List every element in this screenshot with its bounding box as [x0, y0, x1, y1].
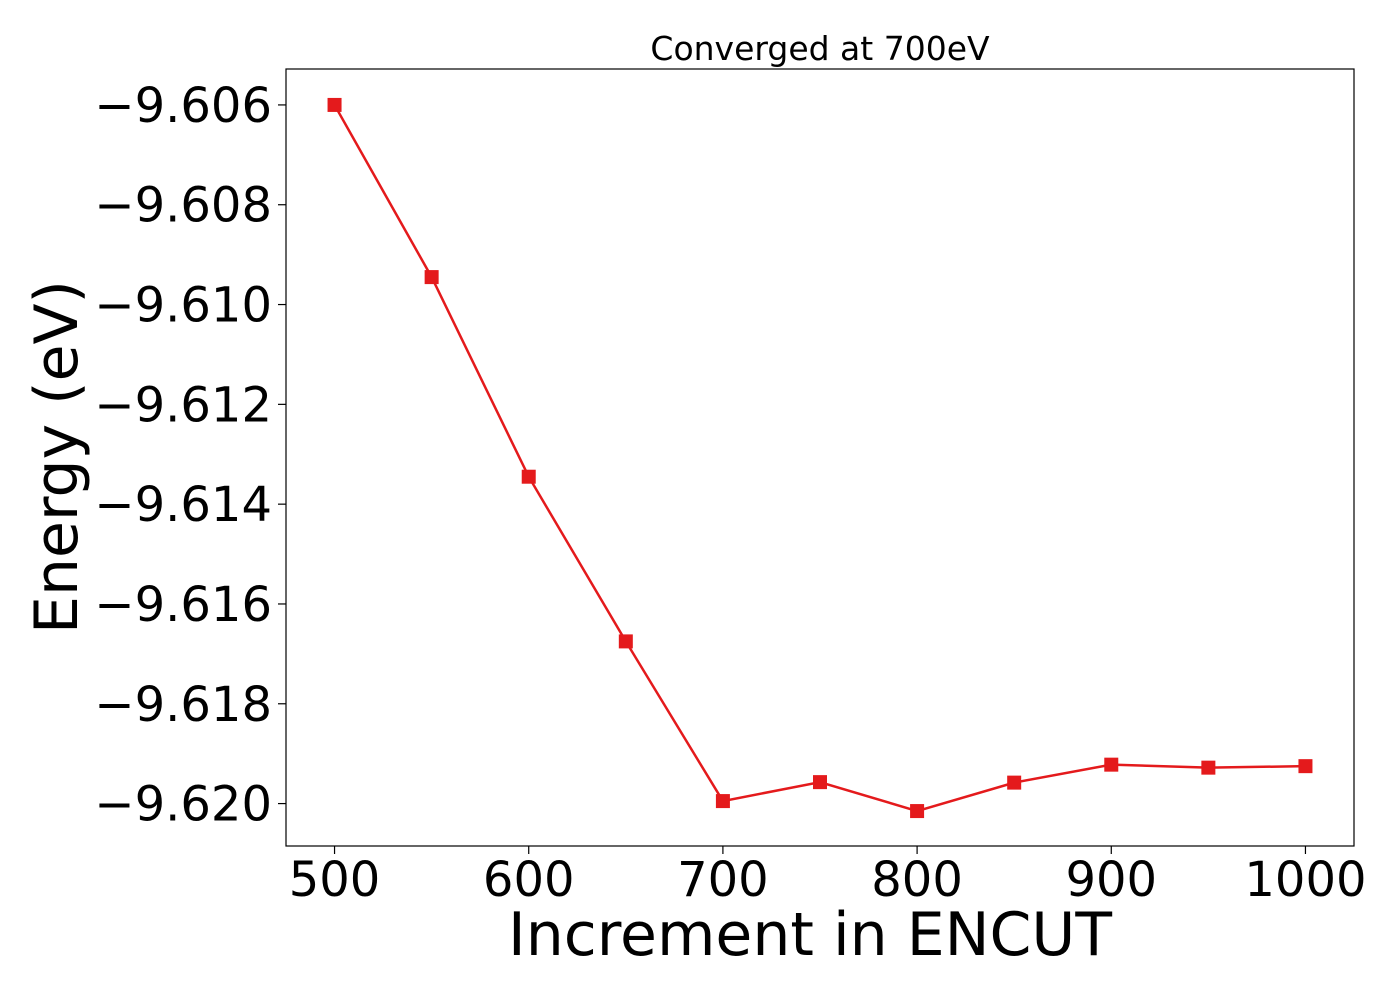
chart-title: Converged at 700eV	[650, 29, 990, 68]
x-tick-label: 900	[1065, 852, 1157, 908]
data-point-marker	[424, 270, 439, 285]
x-tick-label: 600	[483, 852, 575, 908]
y-tick-label: −9.618	[94, 677, 272, 733]
x-tick-label: 700	[677, 852, 769, 908]
plot-area	[327, 97, 1313, 819]
x-axis-title: Increment in ENCUT	[508, 900, 1112, 970]
data-point-marker	[715, 794, 730, 809]
data-point-marker	[1298, 759, 1313, 774]
data-point-marker	[521, 469, 536, 484]
x-axis: 500 600 700 800 900 1000	[289, 846, 1367, 908]
series-line	[333, 104, 1306, 813]
y-tick-label: −9.612	[94, 377, 272, 433]
y-tick-label: −9.614	[94, 477, 272, 533]
y-tick-label: −9.608	[94, 178, 272, 234]
data-point-marker	[813, 775, 827, 790]
data-point-marker	[910, 804, 925, 819]
y-tick-label: −9.610	[94, 278, 272, 334]
y-tick-label: −9.616	[94, 577, 272, 633]
data-point-marker	[1007, 775, 1022, 790]
y-tick-label: −9.606	[94, 78, 272, 134]
data-point-marker	[618, 634, 633, 649]
plot-frame	[285, 68, 1355, 847]
y-axis: −9.606 −9.608 −9.610 −9.612 −9.614 −9.616 −9.6…	[94, 78, 286, 833]
data-point-marker	[327, 97, 342, 112]
x-tick-label: 800	[871, 852, 963, 908]
x-tick-label: 1000	[1244, 852, 1366, 908]
y-axis-title: Energy (eV)	[22, 280, 92, 634]
data-point-marker	[1104, 757, 1119, 772]
x-tick-label: 500	[289, 852, 381, 908]
y-tick-label: −9.620	[94, 777, 272, 833]
data-point-marker	[1201, 760, 1216, 775]
